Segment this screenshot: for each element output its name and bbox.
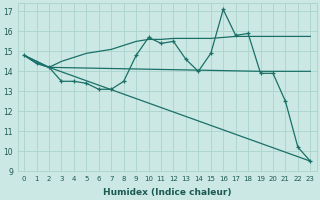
- X-axis label: Humidex (Indice chaleur): Humidex (Indice chaleur): [103, 188, 231, 197]
